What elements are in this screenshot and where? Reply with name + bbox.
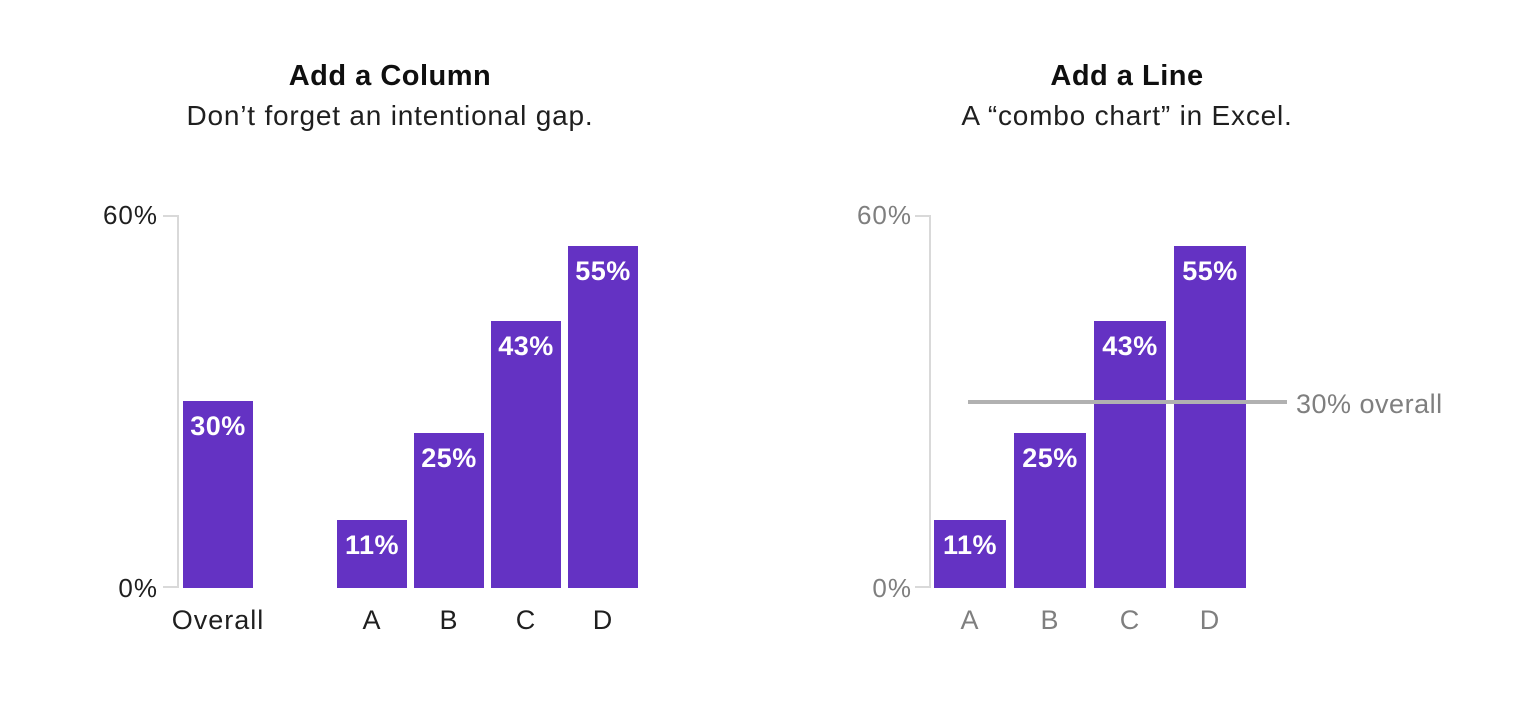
- x-axis-label-d: D: [592, 605, 614, 635]
- bar-b: 25%: [1014, 433, 1086, 588]
- y-axis-tick-label: 0%: [872, 573, 912, 603]
- y-axis-line: [177, 215, 179, 588]
- y-axis-tick-label: 0%: [118, 573, 158, 603]
- y-axis-tick: [915, 586, 929, 588]
- left-chart-header: Add a Column Don’t forget an intentional…: [90, 60, 690, 132]
- x-axis-label-c: C: [1119, 605, 1141, 635]
- y-axis-tick: [163, 586, 177, 588]
- bar-d: 55%: [1174, 246, 1246, 588]
- right-chart-subtitle: A “combo chart” in Excel.: [961, 100, 1293, 131]
- bar-a: 11%: [934, 520, 1006, 588]
- bar-value-label: 11%: [942, 530, 998, 560]
- left-chart-subtitle: Don’t forget an intentional gap.: [186, 100, 594, 131]
- reference-line: [968, 399, 1287, 404]
- bar-c: 43%: [491, 321, 561, 588]
- bar-d: 55%: [568, 246, 638, 588]
- bar-c: 43%: [1094, 321, 1166, 588]
- x-axis-label-b: B: [1040, 605, 1060, 635]
- y-axis-tick: [163, 215, 177, 217]
- reference-line-label: 30% overall: [1296, 388, 1443, 419]
- y-axis-tick-label: 60%: [102, 200, 158, 230]
- right-chart-title: Add a Line: [1050, 60, 1204, 92]
- y-axis-line: [929, 215, 931, 588]
- bar-value-label: 30%: [190, 411, 246, 441]
- x-axis-label-a: A: [362, 605, 382, 635]
- x-axis-label-b: B: [439, 605, 459, 635]
- right-chart-header: Add a Line A “combo chart” in Excel.: [827, 60, 1427, 132]
- bar-value-label: 25%: [421, 443, 477, 473]
- bar-value-label: 11%: [344, 530, 400, 560]
- bar-value-label: 55%: [1182, 256, 1238, 286]
- bar-value-label: 43%: [498, 331, 554, 361]
- x-axis-label-d: D: [1199, 605, 1221, 635]
- y-axis-tick-label: 60%: [856, 200, 912, 230]
- left-chart-title: Add a Column: [288, 60, 492, 92]
- bar-value-label: 25%: [1022, 443, 1078, 473]
- x-axis-label-overall: Overall: [171, 605, 265, 635]
- y-axis-tick: [915, 215, 929, 217]
- bar-value-label: 55%: [575, 256, 631, 286]
- x-axis-label-c: C: [515, 605, 537, 635]
- x-axis-label-a: A: [960, 605, 980, 635]
- bar-b: 25%: [414, 433, 484, 588]
- bar-overall: 30%: [183, 401, 253, 588]
- bar-value-label: 43%: [1102, 331, 1158, 361]
- bar-a: 11%: [337, 520, 407, 588]
